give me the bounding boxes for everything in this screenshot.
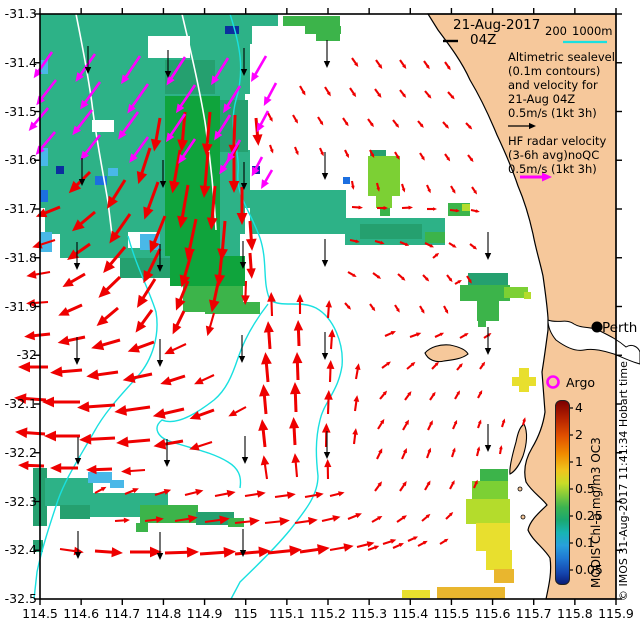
legend-hf-line2: (3-6h avg)noQC — [508, 148, 600, 162]
colorbar-tick-label: 0.25 — [575, 508, 603, 523]
y-tick-label: -32.1 — [4, 396, 37, 411]
colorbar-title: MODIS Chl-a mg/m3 OC3 — [589, 437, 603, 588]
island — [509, 423, 528, 475]
perth-dot — [591, 321, 603, 333]
x-tick-label: 115.7 — [515, 606, 552, 621]
date-label: 21-Aug-2017 — [453, 17, 541, 33]
colorbar-tick-label: 2 — [575, 427, 583, 442]
colorbar-tick-label: 0.5 — [575, 481, 595, 496]
legend-hf-line1: HF radar velocity — [508, 134, 607, 148]
x-tick-label: 115.6 — [474, 606, 511, 621]
credit-text: © IMOS 31-Aug-2017 11:41:34 Hobart time — [617, 361, 630, 601]
x-tick-label: 115.2 — [310, 606, 346, 621]
legend-altimetric-line2: (0.1m contours) — [508, 64, 601, 78]
time-label: 04Z — [470, 32, 497, 48]
x-tick-label: 115.8 — [556, 606, 593, 621]
y-tick-label: -31.7 — [4, 201, 37, 216]
y-tick-label: -31.4 — [4, 54, 37, 70]
y-tick-label: -31.6 — [4, 152, 37, 168]
x-tick-label: 114.8 — [145, 606, 182, 621]
x-tick-label: 115.9 — [598, 606, 634, 621]
x-tick-label: 114.9 — [186, 606, 223, 621]
swan-river-estuary — [547, 319, 640, 365]
colorbar-tick-label: 1 — [575, 454, 583, 469]
scale-1000m-label: 1000m — [572, 24, 613, 38]
scale-200-label: 200 — [545, 24, 567, 38]
island — [424, 344, 469, 363]
legend-hf-line3: 0.5m/s (1kt 3h) — [508, 162, 597, 176]
x-tick-label: 114.6 — [63, 606, 100, 621]
y-tick-label: -32.5 — [4, 591, 37, 606]
colorbar-tick-label: 0.05 — [575, 562, 603, 577]
y-tick-label: -32.2 — [4, 444, 37, 460]
y-tick-label: -32 — [16, 347, 37, 363]
y-tick-label: -32.3 — [4, 493, 37, 509]
colorbar — [555, 400, 570, 585]
colorbar-tick-label: 0.1 — [575, 535, 595, 550]
legend-altimetric-line5: 0.5m/s (1kt 3h) — [508, 106, 597, 120]
x-tick-label: 115.3 — [351, 606, 388, 621]
argo-marker — [546, 375, 560, 389]
colorbar-tick-label: 4 — [575, 400, 583, 415]
perth-label: Perth — [602, 320, 638, 336]
y-tick-label: -31.5 — [4, 103, 37, 119]
y-tick-label: -31.9 — [4, 298, 37, 314]
x-tick-label: 115.1 — [268, 606, 305, 621]
argo-label: Argo — [566, 375, 596, 390]
legend-altimetric-line4: 21-Aug 04Z — [508, 92, 576, 106]
y-tick-label: -32.4 — [4, 542, 37, 558]
y-tick-label: -31.3 — [4, 6, 37, 21]
x-tick-label: 115.4 — [392, 606, 429, 621]
legend-altimetric-line3: and velocity for — [508, 78, 598, 92]
x-tick-label: 115 — [233, 606, 258, 621]
x-tick-label: 114.7 — [104, 606, 141, 621]
y-tick-label: -31.8 — [4, 249, 37, 265]
x-tick-label: 114.5 — [22, 606, 58, 621]
legend-altimetric-line1: Altimetric sealevel — [508, 50, 615, 64]
x-tick-label: 115.5 — [433, 606, 470, 621]
